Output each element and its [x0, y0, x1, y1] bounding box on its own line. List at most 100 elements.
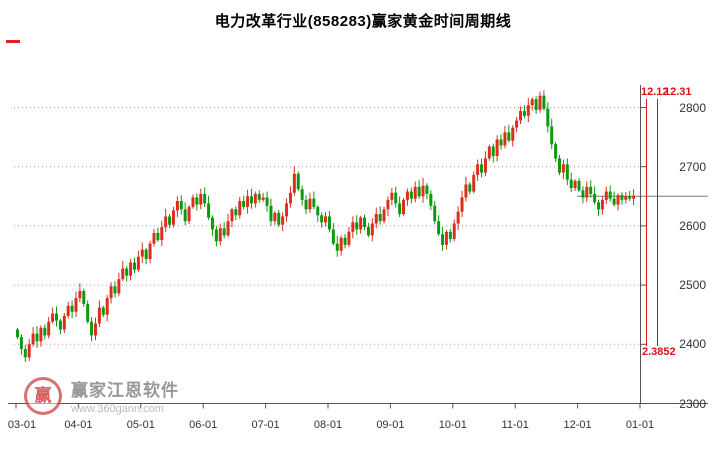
candle-body [402, 199, 406, 215]
candle-body [242, 201, 246, 207]
candle-body [285, 203, 289, 217]
candle-body [331, 229, 335, 244]
candle-body [608, 191, 612, 199]
candle-body [378, 214, 382, 222]
candle-body [593, 193, 597, 203]
candle-body [214, 229, 218, 242]
candle-body [534, 99, 538, 110]
candle-body [136, 256, 140, 270]
candle-body [433, 205, 437, 222]
candle-body [16, 329, 19, 338]
candle-body [86, 304, 90, 322]
candle-body [366, 227, 370, 236]
watermark-text: 赢家江恩软件 www.360gann.com [71, 376, 179, 415]
candle-body [581, 190, 585, 198]
candle-body [600, 199, 604, 210]
candle-body [339, 237, 343, 251]
candle-body [359, 217, 363, 230]
candle-body [31, 333, 35, 345]
candle-body [54, 313, 58, 321]
candle-body [292, 173, 296, 193]
candle-body [483, 158, 487, 173]
candle-body [312, 198, 316, 207]
candle-body [117, 279, 121, 294]
watermark-logo-icon: 赢 [24, 376, 62, 415]
watermark-url: www.360gann.com [71, 403, 164, 415]
candle-body [210, 217, 214, 230]
candle-body [405, 191, 409, 200]
candle-body [191, 197, 195, 207]
candle-body [19, 337, 23, 350]
candle-body [550, 126, 554, 145]
candle-body [472, 174, 476, 192]
candle-body [207, 203, 211, 218]
candle-body [74, 298, 78, 312]
candle-body [148, 243, 152, 260]
candle-body [70, 305, 74, 312]
candle-body [565, 164, 569, 180]
candle-body [441, 234, 445, 245]
candle-body [249, 196, 253, 204]
candle-body [203, 193, 207, 204]
candle-body [561, 164, 565, 173]
candle-body [612, 198, 616, 205]
candle-body [105, 298, 109, 315]
candle-body [160, 227, 164, 241]
candle-body [437, 221, 441, 235]
candle-body [35, 333, 39, 342]
candle-body [616, 195, 620, 205]
candle-body [238, 201, 242, 216]
candle-body [522, 111, 526, 116]
candle-body [246, 196, 250, 207]
candle-body [530, 99, 534, 106]
candle-body [511, 127, 515, 141]
candle-body [164, 216, 168, 228]
candle-body [152, 233, 156, 244]
candle-body [491, 146, 495, 157]
candle-body [101, 307, 105, 315]
candle-body [132, 262, 136, 270]
candle-body [624, 196, 628, 200]
candle-body [460, 197, 464, 212]
candle-body [390, 192, 394, 200]
candle-body [374, 214, 378, 224]
candle-body [538, 95, 542, 110]
candle-body [265, 197, 269, 206]
candle-body [168, 216, 172, 225]
candle-body [195, 197, 199, 205]
candle-body [113, 286, 117, 294]
candle-body [456, 211, 460, 224]
candle-body [308, 198, 312, 210]
candle-body [234, 209, 238, 216]
candle-body [585, 186, 589, 198]
candle-body [300, 189, 304, 200]
candle-body [604, 191, 608, 200]
candle-body [230, 209, 234, 222]
watermark-brand: 赢家江恩软件 [71, 381, 179, 400]
candle-body [253, 193, 257, 204]
candle-body [288, 192, 292, 204]
candle-body [394, 192, 398, 204]
candle-body [370, 223, 374, 236]
candle-body [23, 349, 27, 358]
candle-body [468, 184, 472, 192]
candle-body [316, 206, 320, 216]
candle-body [199, 193, 203, 205]
candle-body [507, 132, 511, 141]
candle-body [355, 222, 359, 230]
candle-body [273, 212, 277, 222]
candle-body [542, 95, 546, 109]
candle-body [281, 216, 285, 225]
candle-body [452, 223, 456, 239]
candle-body [464, 184, 468, 198]
candle-body [476, 164, 480, 175]
candle-body [628, 196, 632, 199]
candle-body [569, 179, 573, 189]
candle-body [554, 144, 558, 159]
watermark: 赢 赢家江恩软件 www.360gann.com [24, 376, 179, 415]
chart-title: 电力改革行业(858283)赢家黄金时间周期线 [214, 13, 512, 30]
candle-body [121, 268, 125, 280]
candle-body [526, 105, 530, 116]
candle-body [93, 323, 97, 336]
candle-body [183, 209, 187, 222]
